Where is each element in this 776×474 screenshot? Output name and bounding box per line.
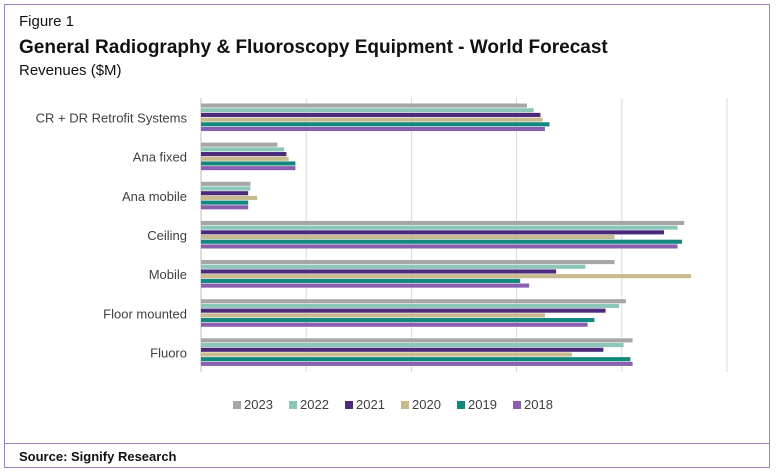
bar (201, 264, 586, 269)
bar (201, 347, 604, 352)
figure-label: Figure 1 (19, 13, 75, 30)
legend-label: 2019 (468, 397, 497, 412)
figure-frame: Figure 1 General Radiography & Fluorosco… (4, 4, 770, 468)
bar (201, 274, 692, 279)
legend-swatch (345, 401, 353, 409)
bar (201, 161, 296, 166)
bar (201, 235, 615, 240)
bar (201, 186, 251, 191)
bar (201, 239, 683, 244)
category-label: Ceiling (147, 228, 187, 243)
bar (201, 317, 595, 323)
chart-subtitle: Revenues ($M) (19, 62, 122, 79)
bar (201, 313, 545, 318)
bar (201, 152, 287, 157)
bar (201, 269, 557, 274)
legend-label: 2022 (300, 397, 329, 412)
bar (201, 278, 521, 283)
bar (201, 156, 289, 161)
bar (201, 191, 249, 196)
bar (201, 260, 615, 265)
bar (201, 338, 633, 343)
category-label: Ana fixed (133, 150, 187, 165)
bar (201, 244, 678, 249)
legend-label: 2021 (356, 397, 385, 412)
legend-swatch (513, 401, 521, 409)
bar (201, 200, 249, 205)
legend-swatch (457, 401, 465, 409)
legend-swatch (289, 401, 297, 409)
bar (201, 122, 550, 127)
bar (201, 142, 278, 147)
bar (201, 308, 606, 313)
bar (201, 357, 631, 362)
bar (201, 166, 296, 171)
bar (201, 181, 251, 186)
bar (201, 352, 572, 357)
bar (201, 195, 258, 200)
category-label: Mobile (149, 267, 187, 282)
legend-label: 2023 (244, 397, 273, 412)
bar (201, 225, 678, 230)
bar (201, 126, 545, 132)
source-note: Source: Signify Research (19, 449, 177, 464)
bar-chart: CR + DR Retrofit Systems Ana fixed Ana mob… (36, 98, 728, 412)
legend-label: 2018 (524, 397, 553, 412)
category-label: Ana mobile (122, 189, 187, 204)
bar (201, 283, 530, 288)
bar (201, 205, 249, 210)
bar (201, 230, 665, 235)
bar (201, 147, 285, 152)
bar (201, 108, 534, 113)
bar (201, 303, 620, 308)
bar (201, 112, 541, 117)
category-label: Fluoro (150, 345, 187, 360)
bar (201, 117, 543, 122)
bar (201, 220, 685, 226)
legend-label: 2020 (412, 397, 441, 412)
category-label: CR + DR Retrofit Systems (36, 111, 188, 126)
bar (201, 343, 624, 348)
bar (201, 361, 633, 366)
chart-title: General Radiography & Fluoroscopy Equipm… (19, 37, 608, 58)
legend-swatch (233, 401, 241, 409)
category-label: Floor mounted (103, 306, 187, 321)
bar (201, 322, 588, 327)
legend-swatch (401, 401, 409, 409)
bar (201, 103, 527, 108)
bar (201, 299, 626, 304)
divider (5, 443, 769, 444)
